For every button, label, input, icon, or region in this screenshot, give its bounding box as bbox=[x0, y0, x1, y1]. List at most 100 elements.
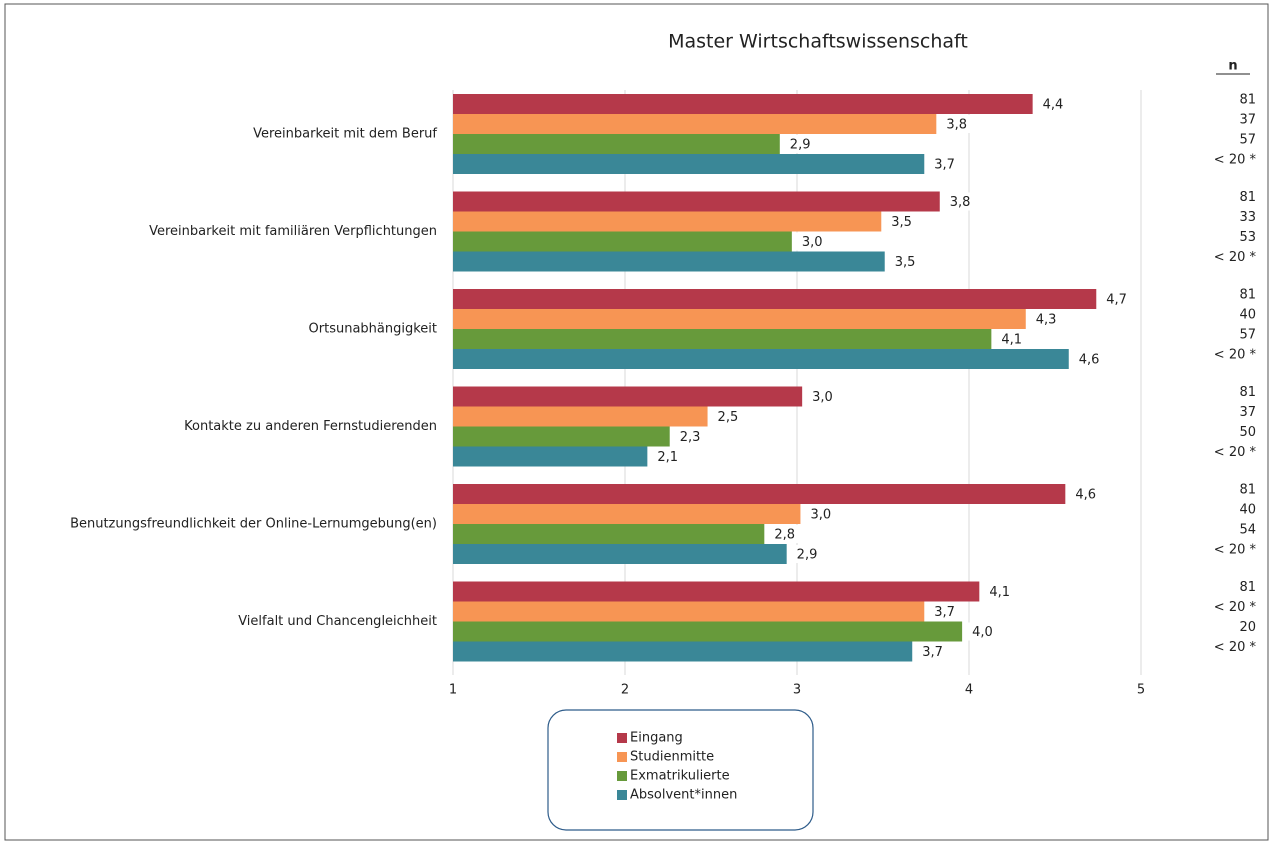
value-label: 2,1 bbox=[657, 450, 678, 465]
value-label-bg bbox=[1035, 95, 1068, 113]
bar bbox=[453, 309, 1026, 329]
y-tick-label: Kontakte zu anderen Fernstudierenden bbox=[184, 419, 437, 434]
x-tick-label: 2 bbox=[621, 683, 629, 698]
value-label-bg bbox=[994, 330, 1027, 348]
n-value: 40 bbox=[1239, 308, 1256, 323]
legend-swatch bbox=[617, 733, 627, 743]
n-value: < 20 * bbox=[1214, 153, 1257, 168]
legend-label: Studienmitte bbox=[630, 750, 714, 765]
bar bbox=[453, 621, 963, 642]
n-value: 50 bbox=[1239, 425, 1256, 440]
value-label: 3,7 bbox=[934, 605, 955, 620]
bar bbox=[453, 504, 801, 524]
legend-swatch bbox=[617, 790, 627, 800]
n-value: < 20 * bbox=[1214, 445, 1257, 460]
legend-label: Eingang bbox=[630, 731, 683, 746]
y-tick-label: Vielfalt und Chancengleichheit bbox=[238, 614, 437, 629]
bar bbox=[453, 641, 913, 662]
value-label: 4,4 bbox=[1043, 98, 1064, 113]
legend-swatch bbox=[617, 752, 627, 762]
n-value: < 20 * bbox=[1214, 640, 1257, 655]
value-label-bg bbox=[672, 427, 705, 446]
bar bbox=[453, 231, 792, 252]
y-tick-label: Vereinbarkeit mit dem Beruf bbox=[253, 127, 437, 142]
bar bbox=[453, 426, 670, 447]
legend-label: Exmatrikulierte bbox=[630, 769, 730, 784]
value-label: 4,1 bbox=[1001, 333, 1022, 348]
bar bbox=[453, 601, 925, 622]
value-label: 4,1 bbox=[989, 585, 1010, 600]
n-value: < 20 * bbox=[1214, 543, 1257, 558]
value-label: 3,7 bbox=[934, 158, 955, 173]
n-value: 54 bbox=[1239, 523, 1256, 538]
n-value: 53 bbox=[1239, 230, 1256, 245]
bar bbox=[453, 446, 648, 467]
n-value: 40 bbox=[1239, 503, 1256, 518]
value-label-bg bbox=[803, 505, 836, 523]
n-value: < 20 * bbox=[1214, 348, 1257, 363]
y-tick-label: Benutzungsfreundlichkeit der Online-Lern… bbox=[70, 517, 437, 532]
value-label-bg bbox=[942, 192, 975, 211]
value-label-bg bbox=[887, 252, 920, 271]
bar bbox=[453, 251, 885, 272]
bar bbox=[453, 134, 780, 154]
bar bbox=[453, 544, 787, 564]
bar bbox=[453, 154, 925, 174]
y-tick-label: Vereinbarkeit mit familiären Verpflichtu… bbox=[149, 224, 437, 239]
bar bbox=[453, 289, 1097, 309]
chart-frame bbox=[4, 3, 1269, 841]
n-value: 81 bbox=[1239, 190, 1256, 205]
value-label: 3,0 bbox=[810, 508, 831, 523]
x-tick-label: 1 bbox=[449, 683, 457, 698]
bar bbox=[453, 211, 882, 232]
value-label: 3,0 bbox=[812, 390, 833, 405]
bar bbox=[453, 329, 992, 349]
n-header: n bbox=[1228, 59, 1237, 74]
value-label-bg bbox=[965, 622, 998, 641]
value-label: 3,8 bbox=[950, 195, 971, 210]
n-value: < 20 * bbox=[1214, 250, 1257, 265]
n-value: < 20 * bbox=[1214, 600, 1257, 615]
bar bbox=[453, 524, 765, 544]
value-label: 3,8 bbox=[946, 118, 967, 133]
bar bbox=[453, 114, 937, 134]
value-label: 2,8 bbox=[774, 528, 795, 543]
value-label-bg bbox=[915, 642, 948, 661]
value-label: 2,3 bbox=[680, 430, 701, 445]
value-label-bg bbox=[927, 155, 960, 173]
value-label-bg bbox=[805, 387, 838, 406]
n-value: 81 bbox=[1239, 288, 1256, 303]
y-tick-label: Ortsunabhängigkeit bbox=[309, 322, 437, 337]
n-value: 81 bbox=[1239, 385, 1256, 400]
n-value: 33 bbox=[1239, 210, 1256, 225]
value-label-bg bbox=[1099, 290, 1132, 308]
value-label: 3,5 bbox=[895, 255, 916, 270]
n-value: 37 bbox=[1239, 405, 1256, 420]
x-tick-label: 4 bbox=[965, 683, 973, 698]
value-label-bg bbox=[1071, 350, 1104, 368]
bar bbox=[453, 94, 1033, 114]
n-value: 81 bbox=[1239, 483, 1256, 498]
value-label: 3,7 bbox=[922, 645, 943, 660]
bar bbox=[453, 406, 708, 427]
chart-title: Master Wirtschaftswissenschaft bbox=[668, 31, 968, 53]
value-label-bg bbox=[650, 447, 683, 466]
value-label-bg bbox=[1068, 485, 1101, 503]
value-label: 2,9 bbox=[797, 548, 818, 563]
value-label-bg bbox=[710, 407, 743, 426]
bar bbox=[453, 386, 803, 407]
value-label-bg bbox=[927, 602, 960, 621]
value-label: 2,9 bbox=[790, 138, 811, 153]
value-label-bg bbox=[884, 212, 917, 231]
value-label-bg bbox=[982, 582, 1015, 601]
value-label-bg bbox=[939, 115, 972, 133]
value-label-bg bbox=[782, 135, 815, 153]
value-label: 4,0 bbox=[972, 625, 993, 640]
bar bbox=[453, 484, 1066, 504]
value-label: 4,6 bbox=[1079, 353, 1100, 368]
value-label: 4,7 bbox=[1106, 293, 1127, 308]
value-label-bg bbox=[789, 545, 822, 563]
n-value: 20 bbox=[1239, 620, 1256, 635]
bar bbox=[453, 581, 980, 602]
